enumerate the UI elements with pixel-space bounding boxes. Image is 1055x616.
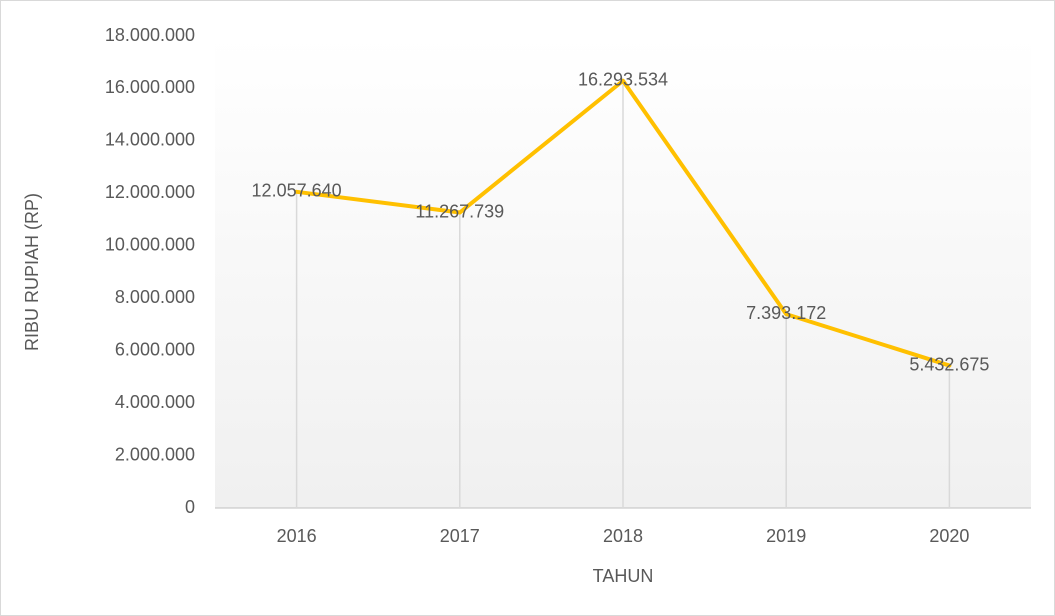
x-tick-label: 2018	[603, 526, 643, 546]
data-label: 12.057.640	[252, 181, 342, 201]
data-label: 7.393.172	[746, 303, 826, 323]
x-tick-label: 2017	[440, 526, 480, 546]
y-tick-label: 12.000.000	[105, 182, 195, 202]
data-label: 5.432.675	[909, 354, 989, 374]
x-tick-label: 2016	[277, 526, 317, 546]
y-tick-label: 18.000.000	[105, 25, 195, 45]
y-tick-label: 8.000.000	[115, 287, 195, 307]
y-tick-label: 0	[185, 497, 195, 517]
y-tick-label: 16.000.000	[105, 77, 195, 97]
y-tick-label: 4.000.000	[115, 392, 195, 412]
y-axis-label: RIBU RUPIAH (RP)	[22, 193, 42, 351]
y-tick-label: 10.000.000	[105, 235, 195, 255]
data-label: 11.267.739	[415, 201, 504, 221]
y-tick-label: 2.000.000	[115, 444, 195, 464]
y-tick-label: 14.000.000	[105, 130, 195, 150]
y-tick-label: 6.000.000	[115, 339, 195, 359]
x-axis-label: TAHUN	[593, 566, 654, 586]
x-tick-label: 2020	[929, 526, 969, 546]
x-tick-label: 2019	[766, 526, 806, 546]
data-line	[294, 78, 952, 368]
data-label: 16.293.534	[578, 69, 668, 89]
